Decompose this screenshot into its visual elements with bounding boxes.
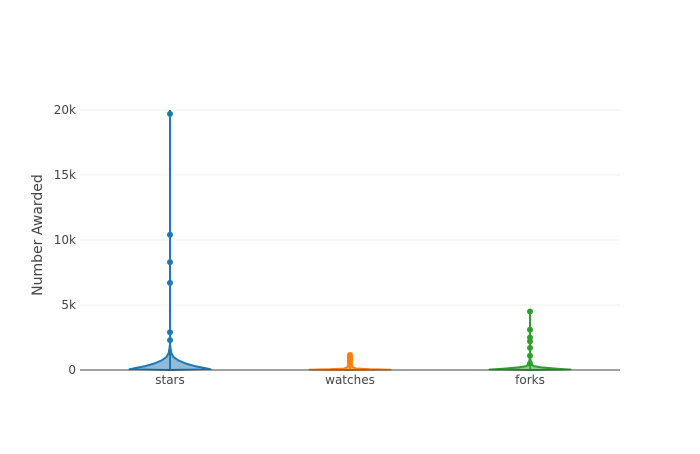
outlier-point <box>527 352 533 359</box>
outlier-point <box>167 231 173 238</box>
violin-forks <box>488 308 572 371</box>
violin-layer <box>128 110 572 371</box>
outlier-point <box>167 259 173 266</box>
outlier-point <box>527 326 533 333</box>
violin-stars <box>128 110 212 371</box>
outlier-point <box>167 337 173 344</box>
grid-layer <box>80 109 620 306</box>
y-tick-label: 0 <box>68 363 76 377</box>
outlier-point <box>527 338 533 345</box>
outlier-point <box>167 279 173 286</box>
axis-layer: 0 5k 10k 15k 20k stars watches forks <box>54 103 620 387</box>
y-tick-label: 10k <box>54 233 76 247</box>
violin-watches <box>308 352 392 371</box>
y-tick-label: 5k <box>61 298 76 312</box>
x-tick-label-forks: forks <box>515 373 545 387</box>
outlier-point <box>167 110 173 117</box>
y-tick-label: 15k <box>54 168 76 182</box>
y-tick-label: 20k <box>54 103 76 117</box>
y-axis-title: Number Awarded <box>30 174 46 296</box>
outlier-point <box>527 360 533 367</box>
outlier-point <box>527 308 533 315</box>
outlier-point <box>347 358 353 365</box>
x-tick-label-stars: stars <box>155 373 185 387</box>
outlier-point <box>527 344 533 351</box>
x-tick-label-watches: watches <box>325 373 375 387</box>
outlier-point <box>167 329 173 336</box>
